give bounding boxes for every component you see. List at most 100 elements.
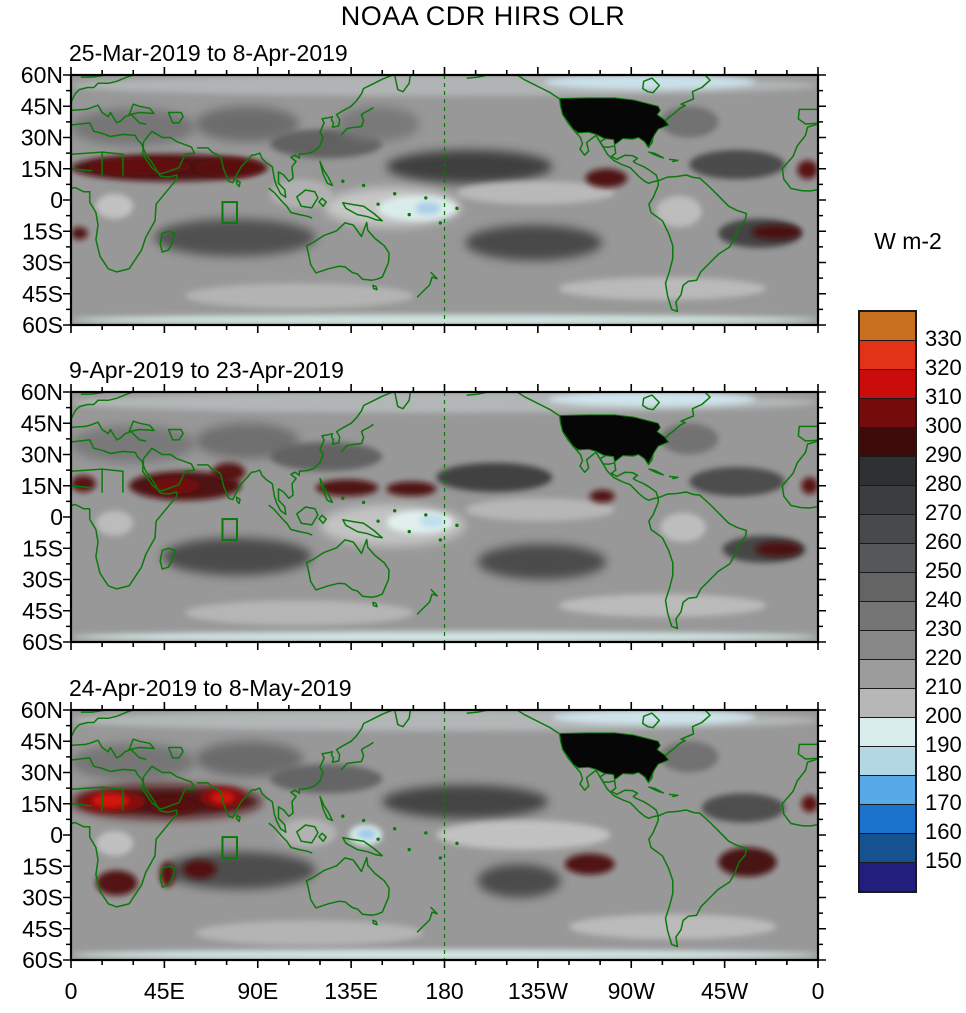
colorbar-tick-label: 300 — [925, 413, 962, 438]
colorbar-cell — [860, 631, 915, 660]
svg-text:45W: 45W — [701, 978, 749, 1004]
colorbar-tick-label: 230 — [925, 616, 962, 641]
axis-ticks — [63, 702, 826, 968]
colorbar-tick-label: 260 — [925, 529, 962, 554]
coastlines — [71, 710, 818, 948]
colorbar-cell — [860, 312, 915, 341]
olr-field — [71, 710, 818, 960]
station-dots — [341, 814, 459, 860]
svg-text:15N: 15N — [21, 156, 63, 182]
colorbar-cell — [860, 573, 915, 602]
panel-1-subtitle: 25-Mar-2019 to 8-Apr-2019 — [69, 40, 348, 66]
study-region-box — [221, 518, 239, 541]
svg-text:0: 0 — [50, 187, 63, 213]
colorbar-tick-label: 150 — [925, 848, 962, 873]
map-frame — [69, 73, 820, 327]
svg-text:180: 180 — [425, 978, 463, 1004]
colorbar-cell — [860, 457, 915, 486]
svg-text:45N: 45N — [21, 410, 63, 436]
colorbar-tick-label: 220 — [925, 645, 962, 670]
colorbar-cell — [860, 747, 915, 776]
colorbar-cell — [860, 428, 915, 457]
svg-text:45S: 45S — [22, 598, 63, 624]
colorbar-tick-label: 280 — [925, 471, 962, 496]
station-dots — [341, 179, 459, 225]
axis-ticks — [63, 67, 826, 333]
colorbar-tick-label: 160 — [925, 819, 962, 844]
colorbar-tick-label: 270 — [925, 500, 962, 525]
map-panel-2: 60N 45N 30N 15N 0 15S 30S 45S 60S — [0, 379, 830, 655]
station-dots — [341, 496, 459, 542]
svg-text:30S: 30S — [22, 885, 63, 911]
svg-text:60N: 60N — [21, 66, 63, 88]
colorbar-cell — [860, 515, 915, 544]
colorbar-tick-label: 290 — [925, 442, 962, 467]
colorbar-cell — [860, 544, 915, 573]
figure-title: NOAA CDR HIRS OLR — [340, 1, 626, 31]
lat-axis-labels: 60N 45N 30N 15N 0 15S 30S 45S 60S — [21, 379, 63, 655]
lat-axis-labels: 60N 45N 30N 15N 0 15S 30S 45S 60S — [21, 697, 63, 973]
map-frame — [69, 708, 820, 962]
lon-axis-labels: 0 45E 90E 135E 180 135W 90W 45W 0 — [65, 978, 825, 1004]
axis-ticks — [63, 384, 826, 650]
lat-axis-labels: 60N 45N 30N 15N 0 15S 30S 45S 60S — [21, 62, 63, 338]
svg-text:30S: 30S — [22, 567, 63, 593]
study-region-box — [221, 836, 239, 859]
svg-text:0: 0 — [50, 822, 63, 848]
colorbar-cell — [860, 341, 915, 370]
colorbar-cell — [860, 370, 915, 399]
map-panel-3: 60N 45N 30N 15N 0 15S 30S 45S 60S 0 45E 90E 135E 180 1… — [0, 697, 830, 1013]
svg-text:135W: 135W — [508, 978, 568, 1004]
colorbar — [858, 310, 917, 893]
colorbar-tick-label: 180 — [925, 761, 962, 786]
colorbar-tick-label: 320 — [925, 355, 962, 380]
svg-text:90W: 90W — [608, 978, 656, 1004]
svg-text:0: 0 — [812, 978, 825, 1004]
svg-text:45S: 45S — [22, 281, 63, 307]
colorbar-cell — [860, 834, 915, 863]
us-data-mask — [559, 97, 670, 149]
svg-text:60N: 60N — [21, 701, 63, 723]
map-panel-2-svg: 60N 45N 30N 15N 0 15S 30S 45S 60S — [21, 379, 826, 655]
svg-text:30N: 30N — [21, 760, 63, 786]
us-data-mask — [559, 732, 670, 784]
colorbar-tick-label: 250 — [925, 558, 962, 583]
svg-text:90E: 90E — [237, 978, 278, 1004]
study-region-box — [221, 201, 239, 224]
svg-text:15S: 15S — [22, 853, 63, 879]
svg-text:15S: 15S — [22, 218, 63, 244]
us-data-mask — [559, 414, 670, 466]
colorbar-cell — [860, 660, 915, 689]
olr-field — [71, 75, 818, 325]
colorbar-tick-label: 190 — [925, 732, 962, 757]
svg-text:45N: 45N — [21, 728, 63, 754]
map-panel-1-svg: 60N 45N 30N 15N 0 15S 30S 45S 60S — [21, 62, 826, 338]
colorbar-cell — [860, 805, 915, 834]
svg-text:0: 0 — [65, 978, 78, 1004]
colorbar-tick-label: 210 — [925, 674, 962, 699]
colorbar-tick-label: 240 — [925, 587, 962, 612]
svg-text:30S: 30S — [22, 250, 63, 276]
colorbar-cell — [860, 689, 915, 718]
colorbar-cell — [860, 486, 915, 515]
map-panel-1: 60N 45N 30N 15N 0 15S 30S 45S 60S — [0, 62, 830, 338]
svg-text:60S: 60S — [22, 312, 63, 336]
colorbar-units-label: W m-2 — [874, 228, 942, 254]
svg-text:135E: 135E — [324, 978, 378, 1004]
colorbar-cell — [860, 776, 915, 805]
colorbar-cell — [860, 602, 915, 631]
panel-3-subtitle: 24-Apr-2019 to 8-May-2019 — [69, 675, 352, 701]
colorbar-tick-label: 170 — [925, 790, 962, 815]
svg-text:0: 0 — [50, 504, 63, 530]
colorbar-tick-label: 330 — [925, 326, 962, 351]
svg-text:30N: 30N — [21, 125, 63, 151]
svg-text:15S: 15S — [22, 535, 63, 561]
colorbar-cell — [860, 863, 915, 891]
olr-field — [71, 392, 818, 642]
map-frame — [69, 390, 820, 644]
svg-text:60S: 60S — [22, 629, 63, 653]
svg-text:60S: 60S — [22, 947, 63, 973]
colorbar-tick-label: 310 — [925, 384, 962, 409]
svg-text:30N: 30N — [21, 442, 63, 468]
